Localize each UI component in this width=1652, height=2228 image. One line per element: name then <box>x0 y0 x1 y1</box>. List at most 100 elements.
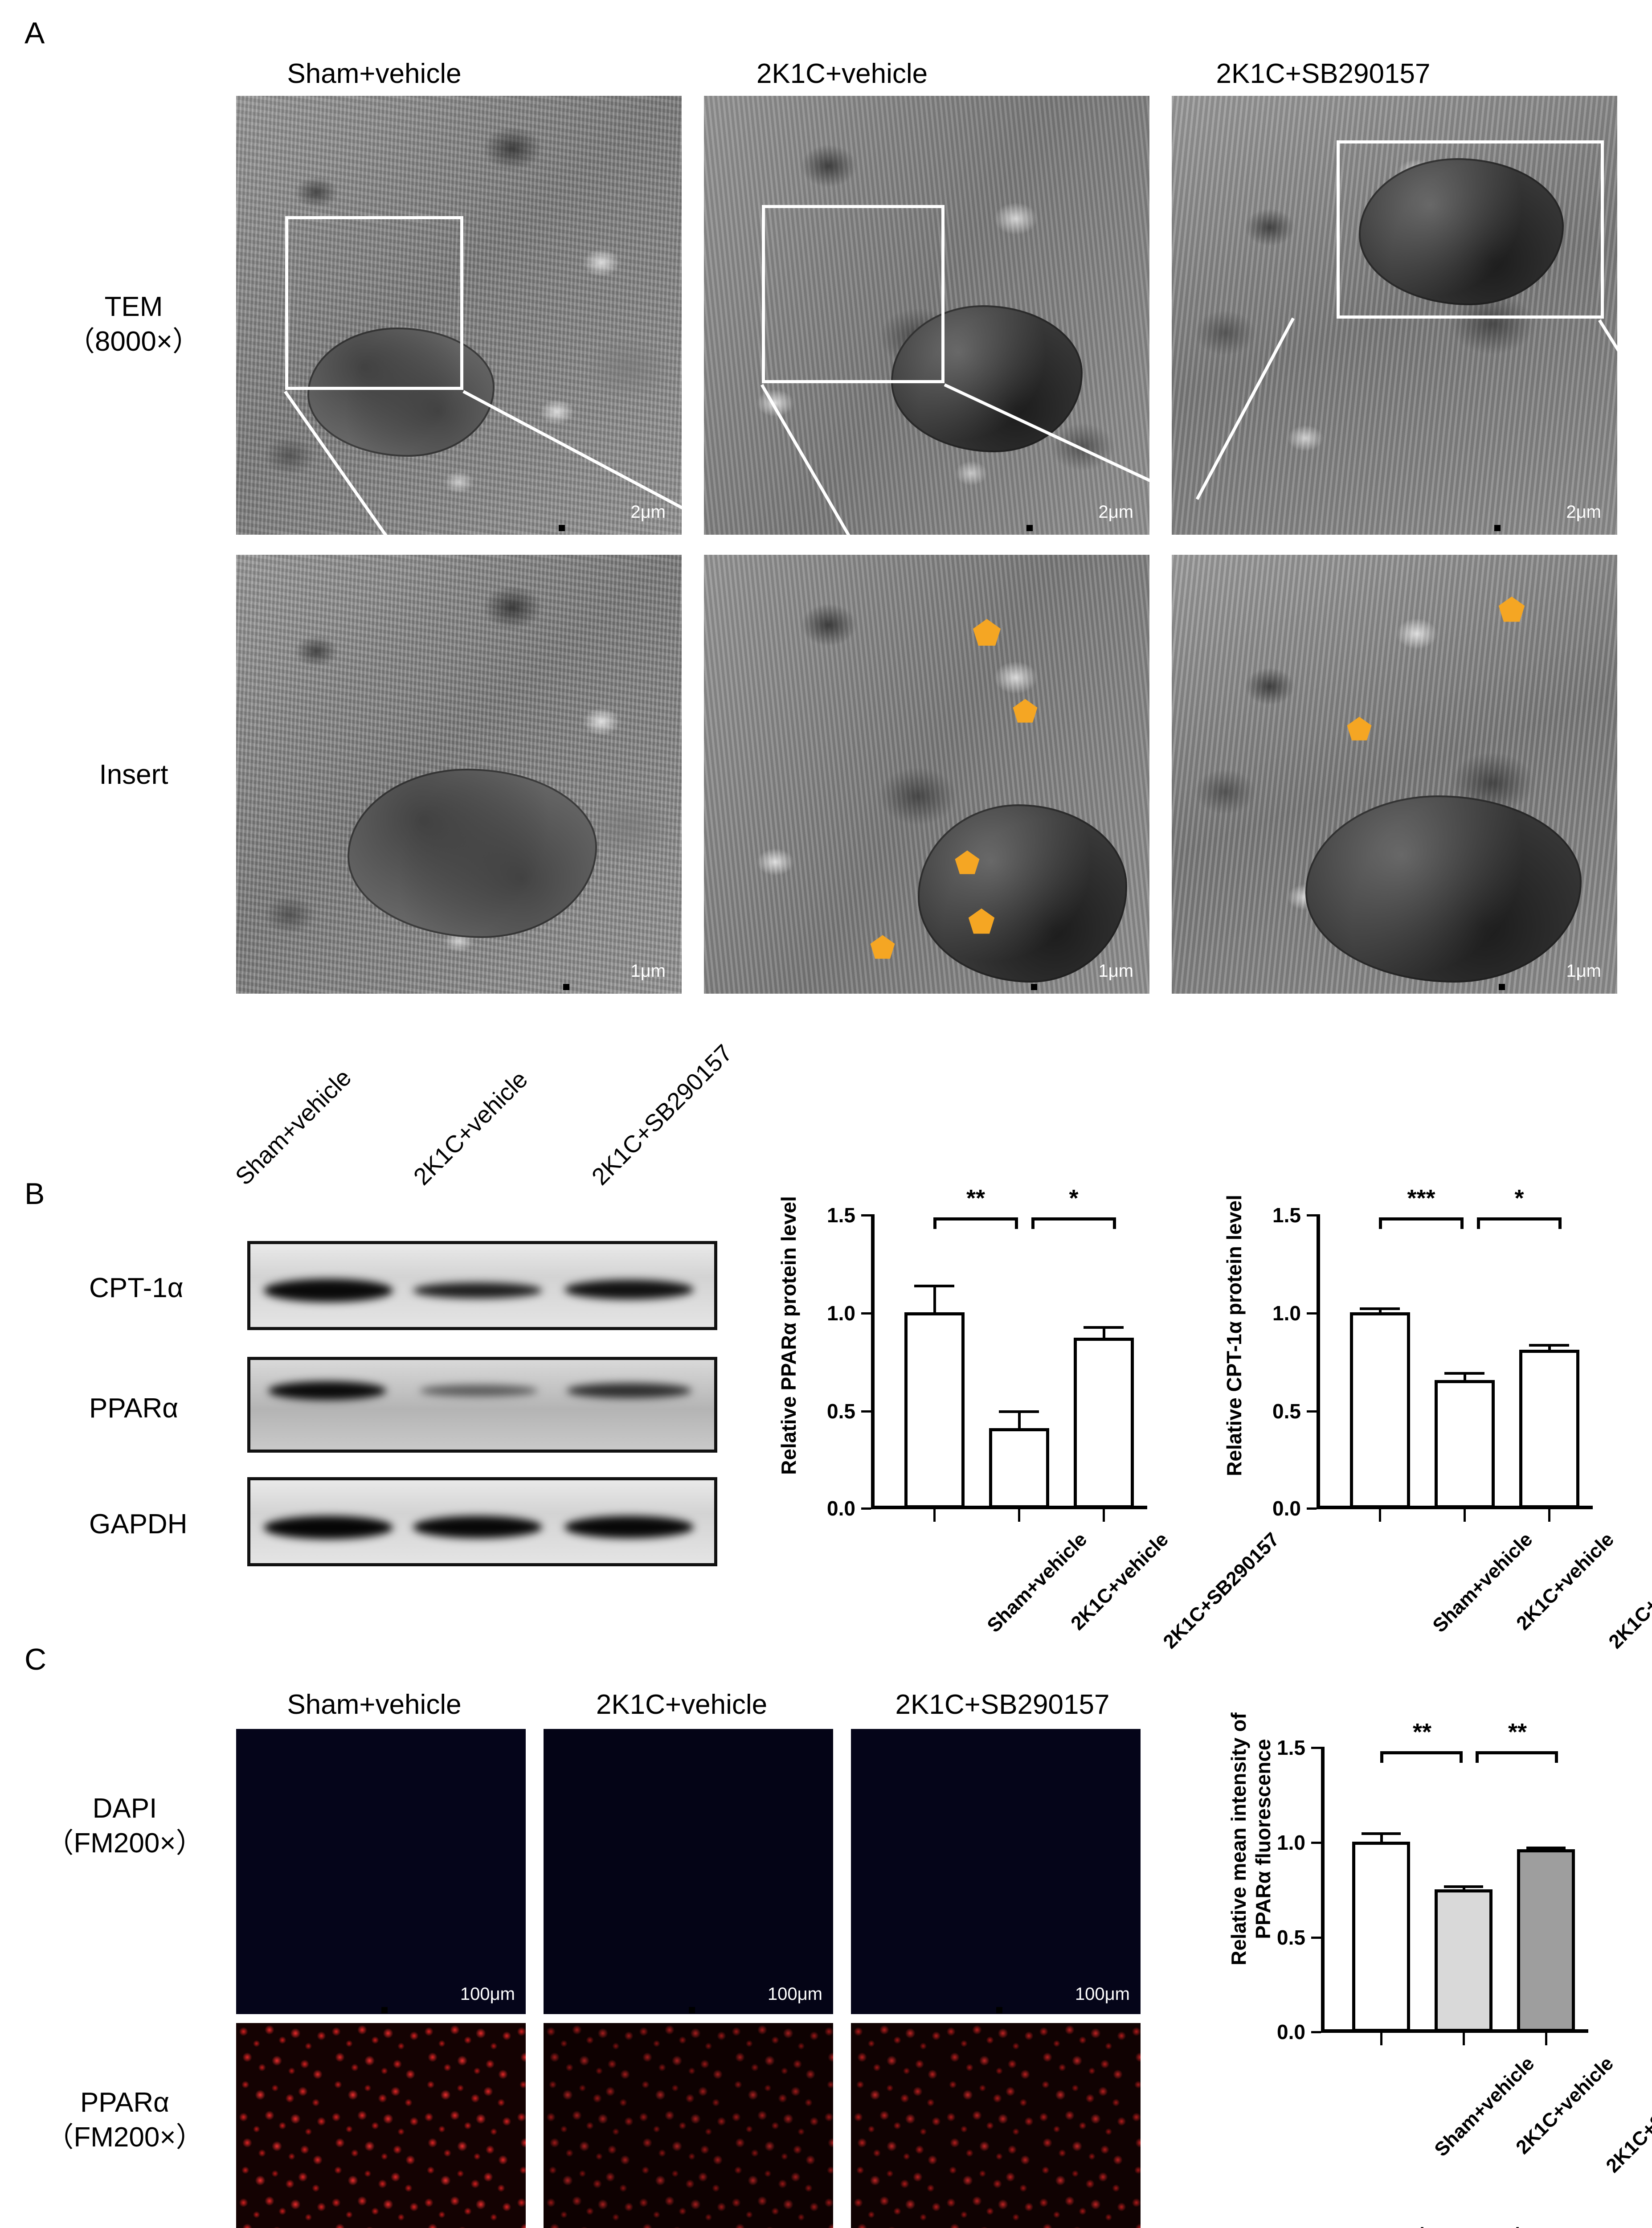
row-label-line1: Insert <box>99 759 168 790</box>
row-label-line2: （FM200×） <box>46 2122 204 2153</box>
scalebar-line <box>563 984 569 990</box>
y-tick-label: 0.0 <box>1277 2020 1305 2044</box>
bracket-right-leg <box>1555 1751 1558 1763</box>
lipid-droplet-arrow <box>1013 699 1038 723</box>
panel-b-lane-label-2: 2K1C+SB290157 <box>586 1039 738 1191</box>
pparalpha-protein-chart: Relative PPARα protein level 0.0 0.5 1.0… <box>757 1176 1284 1653</box>
panel-a-column-header-2: 2K1C+SB290157 <box>1216 58 1431 89</box>
y-tick <box>1307 1214 1317 1216</box>
y-axis-label: Relative PPARα protein level <box>777 1196 800 1475</box>
blot-image-cpt1a <box>247 1241 717 1330</box>
insert-micrograph-sham-vehicle: 1μm <box>236 555 682 994</box>
y-tick-label: 1.5 <box>1272 1204 1301 1227</box>
panel-a-column-header-0: Sham+vehicle <box>287 58 462 89</box>
error-bar <box>1548 1344 1551 1350</box>
y-tick <box>1311 1842 1321 1844</box>
fluorescence-dapi-2k1c-vehicle: 100μm <box>544 1729 833 2014</box>
panel-a-letter: A <box>25 16 45 50</box>
scalebar-line <box>1026 525 1033 531</box>
error-bar-cap <box>1526 1847 1566 1849</box>
blot-image-gapdh <box>247 1477 717 1566</box>
panel-c-letter: C <box>25 1642 47 1676</box>
manders-m1-chart: Manders' coefficients M1 0.0 0.1 0.2 0.3… <box>1203 2197 1595 2228</box>
tem-micrograph-2k1c-sb290157: 2μm <box>1172 96 1617 535</box>
error-bar-cap <box>999 1410 1039 1413</box>
y-tick-label: 1.0 <box>827 1302 855 1325</box>
error-bar <box>1103 1326 1105 1338</box>
error-bar-cap <box>1444 1372 1484 1375</box>
y-axis-label: Relative CPT-1α protein level <box>1223 1195 1246 1476</box>
fluorescence-dapi-sham-vehicle: 100μm <box>236 1729 526 2014</box>
panel-b-letter: B <box>25 1177 45 1211</box>
dapi-channel <box>544 1729 833 2014</box>
significance-bracket-1-2 <box>1476 1751 1558 1765</box>
ppara-channel <box>851 2023 1141 2228</box>
bracket-top <box>1031 1217 1116 1220</box>
lipid-droplet-arrow <box>968 908 995 934</box>
bracket-top <box>933 1217 1018 1220</box>
y-tick <box>861 1410 871 1413</box>
panel-a-column-header-1: 2K1C+vehicle <box>756 58 928 89</box>
scalebar-insert: 1μm <box>1031 961 1133 990</box>
significance-bracket-0-1 <box>933 1217 1018 1231</box>
panel-c-column-header-0: Sham+vehicle <box>287 1689 462 1720</box>
row-label-line1: TEM <box>104 291 163 322</box>
ppara-channel <box>544 2023 833 2228</box>
y-axis <box>1317 1214 1320 1508</box>
scalebar-line <box>1499 984 1505 990</box>
x-tick <box>1464 1509 1466 1522</box>
scalebar-line <box>1494 525 1501 531</box>
tem-texture <box>1172 96 1617 535</box>
pparalpha-fluorescence-chart: Relative mean intensity of PPARα fluores… <box>1203 1693 1652 2177</box>
y-tick-label: 0.5 <box>1272 1400 1301 1423</box>
scalebar-line <box>996 2007 1002 2013</box>
y-axis-label-line1: Manders' <box>1242 2213 1266 2228</box>
y-tick <box>861 1312 871 1315</box>
x-tick <box>1380 2033 1382 2045</box>
significance-label-0-1: * <box>1391 2224 1453 2228</box>
bracket-right-leg <box>1460 1751 1463 1763</box>
error-bar-cap <box>1444 1885 1483 1888</box>
dapi-channel <box>236 1729 526 2014</box>
nucleus <box>1359 158 1564 305</box>
error-bar-cap <box>1360 1307 1400 1310</box>
bar-2k1c-sb290157 <box>1074 1338 1134 1508</box>
blot-band <box>420 1385 538 1397</box>
x-tick <box>1463 2033 1465 2045</box>
fluorescence-ppara-sham-vehicle: 100μm <box>236 2023 526 2228</box>
y-axis <box>871 1214 875 1508</box>
lipid-droplet-arrow <box>973 619 1001 646</box>
insert-micrograph-2k1c-vehicle: 1μm <box>704 555 1149 994</box>
y-tick <box>861 1507 871 1510</box>
error-bar-cap <box>1084 1326 1124 1329</box>
x-tick <box>933 1509 936 1522</box>
significance-bracket-0-1 <box>1380 1751 1463 1765</box>
scalebar-insert: 1μm <box>563 961 666 990</box>
bracket-left-leg <box>1379 1217 1382 1229</box>
x-tick <box>1545 2033 1547 2045</box>
y-tick-label: 1.5 <box>827 1204 855 1227</box>
y-tick-label: 0.0 <box>1272 1497 1301 1520</box>
row-label-line2: （FM200×） <box>46 1827 204 1859</box>
panel-c-column-header-1: 2K1C+vehicle <box>596 1689 768 1720</box>
lipid-droplet-arrow <box>1347 717 1372 741</box>
blot-band <box>268 1381 386 1400</box>
significance-label-1-2: ** <box>1508 1719 1527 1745</box>
y-tick-label: 0.0 <box>827 1497 855 1520</box>
blot-label-gapdh: GAPDH <box>89 1509 188 1540</box>
bar-2k1c-sb290157 <box>1519 1350 1579 1508</box>
y-tick-label: 0.5 <box>827 1400 855 1423</box>
nucleus <box>891 305 1083 452</box>
scalebar-dapi: 100μm <box>381 1984 515 2013</box>
blot-band <box>264 1516 393 1539</box>
blot-label-ppara: PPARα <box>89 1393 179 1424</box>
y-tick <box>1311 1937 1321 1939</box>
panel-c-column-header-2: 2K1C+SB290157 <box>895 1689 1110 1720</box>
error-bar <box>1380 1832 1383 1842</box>
error-bar <box>1464 1372 1466 1380</box>
blot-label-cpt1a: CPT-1α <box>89 1273 184 1303</box>
bracket-left-leg <box>1476 1751 1479 1763</box>
blot-band <box>564 1516 694 1538</box>
y-tick-label: 0.5 <box>1277 1926 1305 1949</box>
y-axis <box>1321 1747 1325 2032</box>
